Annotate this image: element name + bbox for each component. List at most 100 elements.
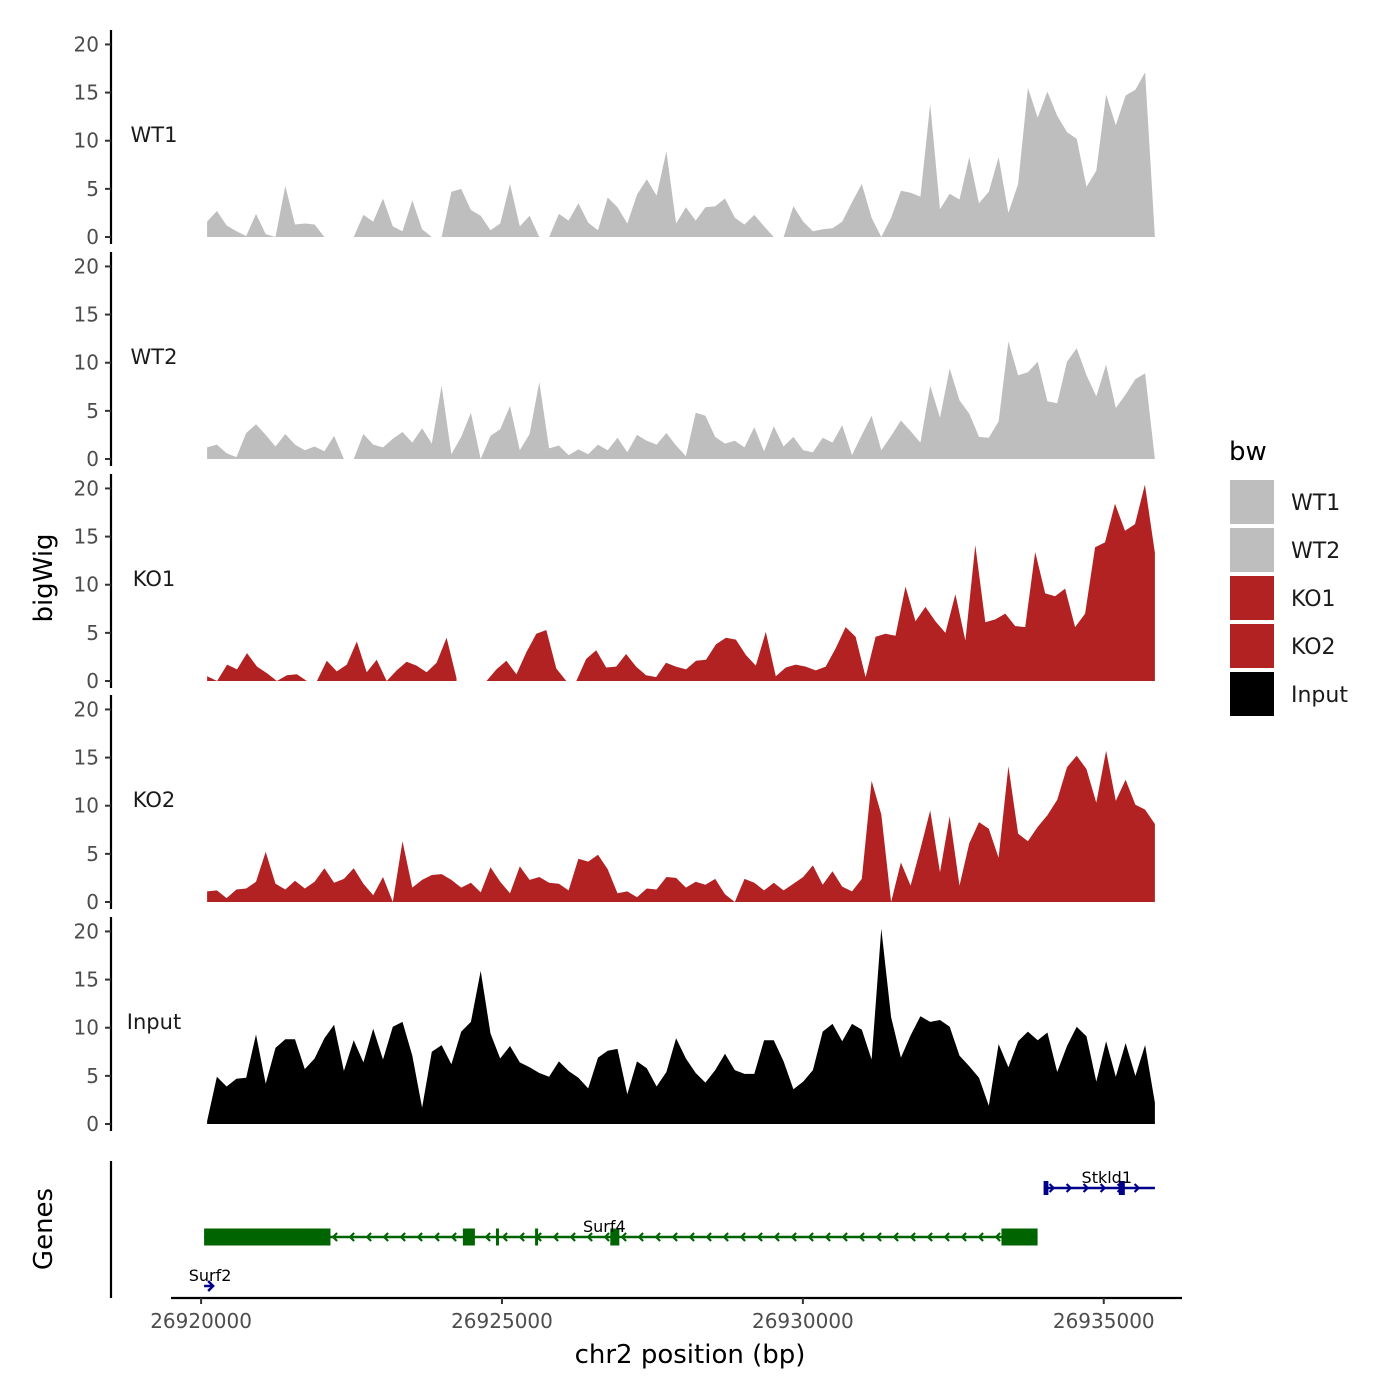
gene-label-surf4: Surf4 (583, 1217, 626, 1236)
y-tick-label: 0 (86, 1112, 99, 1136)
strand-arrow (858, 1232, 865, 1242)
legend-swatch-wt1 (1230, 480, 1274, 524)
y-tick-label: 10 (74, 129, 99, 153)
legend-entry-ko1: KO1 (1230, 576, 1336, 620)
y-tick-label: 0 (86, 225, 99, 249)
x-tick-26920000: 26920000 (150, 1298, 252, 1333)
track-panel-wt2: 0 5 10 15 20 WT2 (74, 252, 1155, 471)
gene-surf2: Surf2 (189, 1266, 232, 1292)
y-tick-label: 20 (74, 32, 99, 56)
y-tick-label: 10 (74, 573, 99, 597)
strand-arrow (705, 1232, 712, 1242)
exon-block (1118, 1181, 1125, 1195)
y-tick-label: 5 (86, 1064, 99, 1088)
legend-label-wt2: WT2 (1291, 539, 1340, 564)
exon-block (535, 1228, 539, 1246)
strand-arrow (1133, 1183, 1141, 1193)
legend-swatch-ko2 (1230, 624, 1274, 668)
legend-entry-wt2: WT2 (1230, 528, 1340, 572)
y-ticks-ko2: 0 5 10 15 20 (74, 697, 111, 914)
y-tick-label: 20 (74, 254, 99, 278)
strand-arrow (909, 1232, 916, 1242)
legend: bw WT1 WT2 KO1 KO2 Input (1229, 437, 1348, 716)
coverage-area-input (207, 928, 1155, 1124)
strand-arrow (960, 1232, 967, 1242)
x-tick-26930000: 26930000 (752, 1298, 854, 1333)
strand-arrow (688, 1232, 695, 1242)
strand-arrow (977, 1232, 984, 1242)
strand-arrow (892, 1232, 899, 1242)
x-tick-label: 26930000 (752, 1309, 854, 1333)
strand-arrow (1082, 1183, 1090, 1193)
strand-arrow (1065, 1183, 1073, 1193)
strand-arrow (433, 1232, 440, 1242)
gene-surf4: Surf4 (204, 1217, 1038, 1246)
strand-arrow (501, 1232, 508, 1242)
strand-arrow (654, 1232, 661, 1242)
coverage-area-ko2 (207, 750, 1155, 902)
strand-arrow (671, 1232, 678, 1242)
strand-arrow (399, 1232, 406, 1242)
y-ticks-input: 0 5 10 15 20 (74, 919, 111, 1136)
y-tick-label: 0 (86, 447, 99, 471)
y-ticks-wt1: 0 5 10 15 20 (74, 32, 111, 249)
coverage-area-wt1 (207, 72, 1155, 238)
y-tick-label: 15 (74, 746, 99, 770)
y-tick-label: 0 (86, 890, 99, 914)
gene-model-surf4 (204, 1228, 1038, 1246)
strand-arrow (943, 1232, 950, 1242)
strand-arrow (552, 1232, 559, 1242)
strand-arrow (994, 1232, 1001, 1242)
legend-entry-input: Input (1230, 672, 1348, 716)
strand-arrow (807, 1232, 814, 1242)
strand-arrow (739, 1232, 746, 1242)
track-label-ko1: KO1 (133, 567, 176, 591)
strand-arrow (207, 1280, 215, 1292)
gene-model-surf2 (204, 1280, 215, 1292)
exon-block (1001, 1228, 1038, 1246)
track-label-wt1: WT1 (131, 123, 178, 147)
track-panel-wt1: 0 5 10 15 20 WT1 (74, 30, 1155, 249)
genes-panel: Stkld1 Surf4 Surf2 (109, 1161, 1155, 1298)
y-tick-label: 20 (74, 697, 99, 721)
strand-arrow (518, 1232, 525, 1242)
x-tick-26935000: 26935000 (1053, 1298, 1155, 1333)
legend-label-ko1: KO1 (1291, 587, 1336, 612)
exon-block (1043, 1181, 1049, 1195)
y-tick-label: 15 (74, 525, 99, 549)
coverage-area-wt2 (207, 341, 1155, 459)
strand-arrow (603, 1232, 610, 1242)
strand-arrow (637, 1232, 644, 1242)
track-panel-ko2: 0 5 10 15 20 KO2 (74, 695, 1155, 914)
track-label-input: Input (127, 1010, 181, 1034)
y-axis-title: bigWig (29, 533, 59, 622)
strand-arrow (382, 1232, 389, 1242)
exon-block (204, 1228, 331, 1246)
y-tick-label: 15 (74, 968, 99, 992)
gene-model-stkld1 (1043, 1181, 1155, 1195)
strand-arrow (1099, 1183, 1107, 1193)
y-tick-label: 10 (74, 794, 99, 818)
strand-arrow (365, 1232, 372, 1242)
legend-entry-wt1: WT1 (1230, 480, 1340, 524)
x-axis-title: chr2 position (bp) (575, 1340, 806, 1370)
track-panel-input: 0 5 10 15 20 Input (74, 917, 1155, 1136)
strand-arrow (722, 1232, 729, 1242)
y-tick-label: 10 (74, 351, 99, 375)
legend-title: bw (1229, 437, 1267, 467)
legend-label-ko2: KO2 (1291, 635, 1336, 660)
strand-arrow (348, 1232, 355, 1242)
strand-arrow (841, 1232, 848, 1242)
gene-label-surf2: Surf2 (189, 1266, 232, 1285)
strand-arrow (331, 1232, 338, 1242)
y-tick-label: 10 (74, 1016, 99, 1040)
exon-block (462, 1228, 475, 1246)
strand-arrow (569, 1232, 576, 1242)
strand-arrow (620, 1232, 627, 1242)
strand-arrow (790, 1232, 797, 1242)
track-panel-ko1: 0 5 10 15 20 KO1 (74, 474, 1155, 693)
strand-arrow (875, 1232, 882, 1242)
coverage-area-ko1 (207, 484, 1155, 681)
y-ticks-ko1: 0 5 10 15 20 (74, 476, 111, 693)
genes-axis-title: Genes (29, 1188, 59, 1270)
